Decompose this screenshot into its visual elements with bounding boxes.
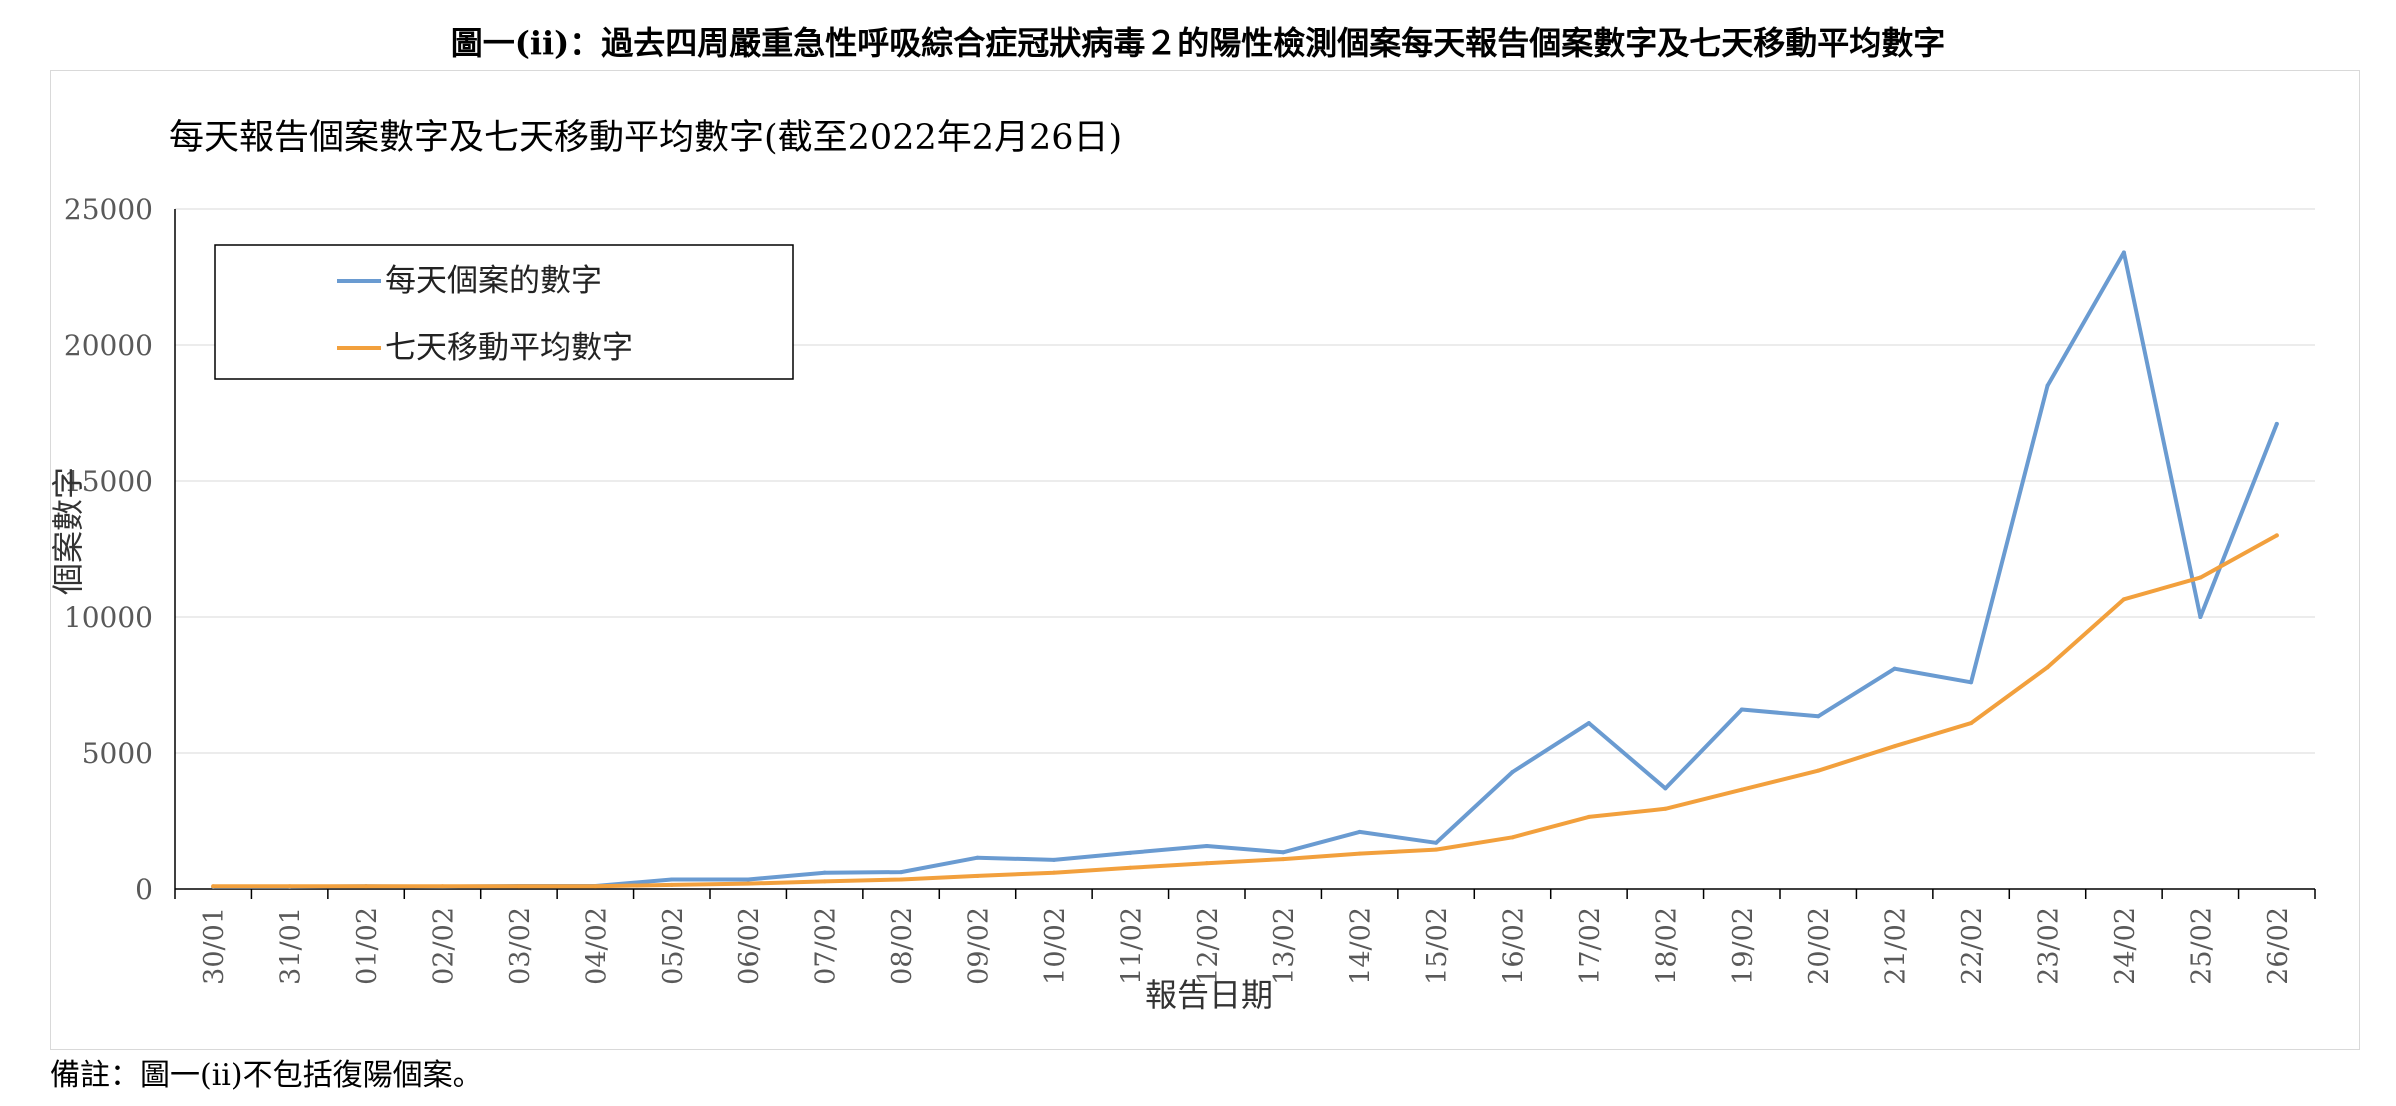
data-point [1892,744,1897,749]
y-tick-label: 20000 [64,329,153,362]
data-point [2045,665,2050,670]
x-tick-label: 22/02 [1957,907,1988,985]
x-tick-label: 05/02 [658,907,689,985]
data-point [2274,421,2279,426]
x-tick-label: 10/02 [1040,907,1071,985]
data-point [822,870,827,875]
data-point [1663,786,1668,791]
x-tick-label: 02/02 [429,907,460,985]
series-line-avg [211,533,2279,889]
x-tick-label: 01/02 [352,907,383,985]
data-point [1051,857,1056,862]
data-point [1510,835,1515,840]
data-point [1892,666,1897,671]
figure-title: 圖一(ii)：過去四周嚴重急性呼吸綜合症冠狀病毒２的陽性檢測個案每天報告個案數字… [450,24,1946,62]
data-point [746,881,751,886]
data-point [1434,847,1439,852]
data-point [1816,714,1821,719]
data-point [1739,707,1744,712]
legend-box [214,244,794,380]
data-point [669,882,674,887]
x-tick-label: 26/02 [2263,907,2294,985]
data-point [669,877,674,882]
data-point [2274,533,2279,538]
x-tick-label: 30/01 [199,907,230,985]
data-point [899,870,904,875]
data-point [2198,615,2203,619]
x-tick-label: 14/02 [1346,907,1377,985]
x-tick-label: 20/02 [1804,907,1835,985]
data-point [1663,806,1668,811]
x-axis-label: 報告日期 [1145,976,1273,1014]
y-tick-labels: 0 5000 10000 15000 20000 25000 [64,193,153,906]
data-point [1969,721,1974,726]
x-tick-label: 04/02 [581,907,612,985]
series-lines [211,250,2279,889]
data-point [593,884,598,889]
data-point [1739,787,1744,792]
x-tick-label: 17/02 [1575,907,1606,985]
data-point [1586,814,1591,819]
y-tick-label: 25000 [64,193,153,226]
legend-label-avg: 七天移動平均數字 [385,330,633,366]
x-tick-label: 23/02 [2034,907,2065,985]
y-tick-label: 10000 [64,601,153,634]
data-point [1816,768,1821,773]
data-point [1204,844,1209,849]
data-point [1281,850,1286,855]
data-point [1281,857,1286,862]
data-point [975,855,980,860]
x-tick-label: 11/02 [1116,907,1147,985]
data-point [2121,250,2126,255]
x-tick-label: 15/02 [1422,907,1453,985]
x-tick-label: 19/02 [1728,907,1759,985]
data-point [822,879,827,884]
data-point [2198,575,2203,580]
x-tick-label: 09/02 [964,907,995,985]
x-tick-label: 18/02 [1651,907,1682,985]
x-tick-label: 31/01 [276,907,307,985]
data-point [1357,829,1362,834]
data-point [440,884,445,889]
x-tick-label: 12/02 [1193,907,1224,985]
chart-frame: 每天報告個案數字及七天移動平均數字(截至2022年2月26日) 0 5000 100… [49,70,2360,1050]
chart-title: 每天報告個案數字及七天移動平均數字(截至2022年2月26日) [169,118,1122,158]
data-point [1434,840,1439,845]
data-point [2121,597,2126,602]
y-axis-label: 個案數字 [51,467,87,595]
legend-label-daily: 每天個案的數字 [385,263,602,299]
line-chart: 每天報告個案數字及七天移動平均數字(截至2022年2月26日) 0 5000 100… [49,118,2316,1014]
data-point [1204,861,1209,866]
data-point [1357,851,1362,856]
data-point [1128,865,1133,870]
data-point [211,884,216,889]
x-tick-label: 13/02 [1269,907,1300,985]
x-tick-label: 21/02 [1881,907,1912,985]
data-point [287,884,292,889]
x-tick-label: 07/02 [811,907,842,985]
x-tick-label: 24/02 [2110,907,2141,985]
data-point [1510,770,1515,775]
y-tick-label: 0 [135,873,153,906]
x-tick-label: 16/02 [1499,907,1530,985]
x-tick-label: 25/02 [2186,907,2217,985]
x-tick-label: 08/02 [887,907,918,985]
data-point [746,877,751,882]
x-tick-label: 06/02 [734,907,765,985]
x-tick-label: 03/02 [505,907,536,985]
data-point [516,884,521,889]
data-point [1128,850,1133,855]
data-point [2045,383,2050,388]
footnote: 備註：圖一(ii)不包括復陽個案。 [50,1058,483,1093]
data-point [975,873,980,878]
data-point [1969,680,1974,685]
data-point [1586,721,1591,726]
y-tick-label: 15000 [64,465,153,498]
data-point [364,884,369,889]
data-point [899,877,904,882]
data-point [1051,870,1056,875]
legend: 每天個案的數字 七天移動平均數字 [214,244,794,380]
y-tick-label: 5000 [82,737,153,770]
x-tick-labels: 30/01 31/01 01/02 02/02 03/02 04/02 05/02 06/02… [199,907,2294,985]
